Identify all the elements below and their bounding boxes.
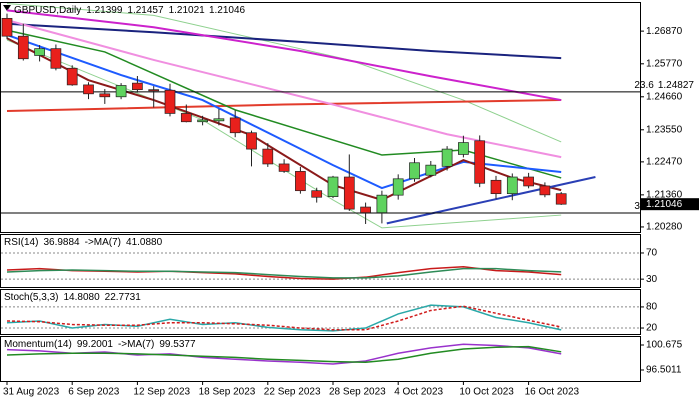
candle-body	[246, 132, 257, 150]
chart-header: GBPUSD,Daily 1.21399 1.21457 1.21021 1.21046	[14, 5, 246, 16]
y-tick-label: 1.20280	[646, 222, 683, 233]
indicator-value: 99.2001	[77, 339, 114, 350]
candle-body	[523, 176, 534, 187]
stoch-panel	[0, 289, 641, 335]
indicator-name: ->MA(7)	[118, 339, 154, 350]
y-tick-label: 1.26870	[646, 26, 683, 37]
main-panel	[0, 2, 641, 233]
indicator-line	[6, 343, 562, 365]
price-box	[641, 198, 699, 211]
rsi-panel	[0, 234, 641, 288]
candle-body	[327, 176, 339, 197]
candle-body	[392, 178, 404, 196]
candle-body	[50, 48, 62, 69]
x-tick-label: 12 Sep 2023	[133, 387, 190, 398]
x-tick-label: 28 Sep 2023	[329, 387, 386, 398]
ohlc-value: 1.21399	[86, 5, 123, 16]
y-tick-label: 70	[646, 248, 658, 259]
candle-body	[1, 17, 13, 37]
x-tick-label: 18 Sep 2023	[199, 387, 256, 398]
candle-body	[34, 48, 45, 56]
x-tick-label: 10 Oct 2023	[459, 387, 514, 398]
candle-body	[458, 142, 469, 155]
candle-body	[441, 148, 453, 167]
indicator-name: ->MA(7)	[85, 237, 121, 248]
ohlc-value: 1.21046	[209, 5, 246, 16]
candle-body	[506, 176, 518, 195]
candle-body	[83, 84, 94, 95]
current-price: 1.21046	[646, 199, 683, 210]
candle-body	[164, 89, 176, 114]
x-tick-label: 31 Aug 2023	[3, 387, 60, 398]
candle-body	[115, 85, 127, 98]
indicator-name: Momentum(14)	[4, 339, 72, 350]
candle-body	[539, 185, 551, 196]
candle-body	[474, 140, 486, 184]
candle-body	[409, 162, 420, 180]
indicator-name: RSI(14)	[4, 237, 38, 248]
symbol: GBPUSD,Daily	[14, 5, 81, 16]
candle-body	[278, 163, 290, 172]
candle-body	[262, 148, 274, 165]
indicator-line	[6, 305, 562, 331]
candle-body	[490, 179, 502, 195]
indicator-header: RSI(14) 36.9884 ->MA(7) 41.0880	[4, 237, 163, 248]
candle-body	[229, 117, 241, 134]
x-tick-label: 22 Sep 2023	[264, 387, 321, 398]
y-tick-label: 30	[646, 274, 658, 285]
indicator-line	[386, 176, 596, 225]
y-tick-label: 1.23550	[646, 124, 683, 135]
candle-body	[99, 93, 111, 98]
indicator-header: Stoch(5,3,3) 14.8080 22.7731	[4, 292, 141, 303]
indicator-value: 14.8080	[63, 292, 100, 303]
candle-body	[197, 119, 208, 123]
symbol-marker	[3, 5, 11, 11]
fib-label: 23.6 1.24827	[634, 79, 694, 90]
fib-price: 1.24827	[658, 79, 695, 90]
indicator-value: 41.0880	[126, 237, 163, 248]
candle-body	[343, 176, 355, 210]
y-tick-label: 1.24660	[646, 91, 683, 102]
y-tick-label: 96.5011	[646, 365, 682, 376]
candle-body	[180, 113, 192, 123]
y-tick-label: 1.25770	[646, 58, 683, 69]
indicator-line	[6, 9, 562, 102]
indicator-line	[6, 267, 562, 279]
y-tick-label: 80	[646, 302, 658, 313]
x-tick-label: 6 Sep 2023	[68, 387, 120, 398]
candle-body	[295, 171, 306, 192]
y-tick-label: 20	[646, 323, 658, 334]
ohlc-value: 1.21021	[169, 5, 206, 16]
candle-body	[132, 82, 143, 91]
x-tick-label: 4 Oct 2023	[394, 387, 443, 398]
candle-body	[311, 190, 323, 198]
candle-body	[376, 194, 388, 214]
y-tick-label: 1.21360	[646, 189, 683, 200]
indicator-line	[6, 34, 562, 190]
indicator-value: 36.9884	[43, 237, 80, 248]
y-tick-label: 100.675	[646, 340, 683, 351]
y-tick-label: 1.22470	[646, 157, 683, 168]
indicator-line	[6, 39, 562, 229]
x-tick-label: 16 Oct 2023	[525, 387, 580, 398]
indicator-value: 99.5377	[159, 339, 196, 350]
indicator-line	[6, 19, 562, 159]
ohlc-value: 1.21457	[127, 5, 164, 16]
candle-body	[555, 193, 567, 205]
fib-level: 23.6	[634, 79, 654, 90]
candle-body	[148, 89, 160, 92]
indicator-header: Momentum(14) 99.2001 ->MA(7) 99.5377	[4, 339, 196, 350]
candle-body	[17, 35, 29, 60]
indicator-name: Stoch(5,3,3)	[4, 292, 58, 303]
indicator-line	[6, 99, 562, 113]
candle-body	[425, 164, 437, 176]
indicator-line	[6, 345, 562, 363]
indicator-line	[6, 22, 562, 60]
indicator-value: 22.7731	[105, 292, 142, 303]
candle-body	[66, 67, 78, 86]
candle-body	[360, 206, 371, 214]
momentum-panel	[0, 336, 641, 382]
candle-body	[213, 118, 225, 122]
